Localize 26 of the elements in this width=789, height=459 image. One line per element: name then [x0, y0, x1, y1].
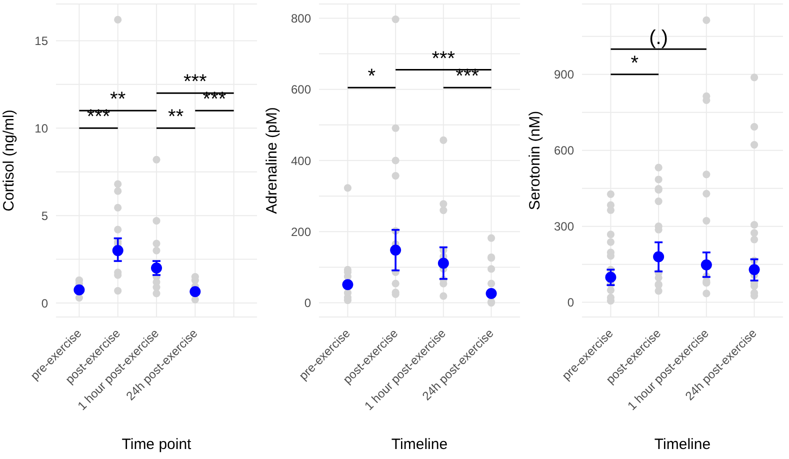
x-axis-title: Timeline [654, 436, 711, 453]
y-tick-label: 0 [304, 296, 312, 310]
annotation: * [368, 66, 376, 88]
x-axis-title: Time point [122, 436, 192, 453]
y-tick-label: 600 [290, 82, 312, 97]
annotation: *** [183, 71, 208, 94]
annotation: * [630, 52, 639, 74]
annotation: ** [110, 88, 126, 111]
y-tick-label: 900 [554, 68, 574, 82]
y-axis-title: Serotonin (nM) [526, 110, 544, 210]
annotation: ** [168, 106, 184, 128]
x-axis-title: Timeline [391, 436, 448, 453]
y-tick-label: 10 [34, 121, 48, 136]
y-tick-label: 800 [290, 11, 312, 26]
y-tick-label: 300 [554, 220, 574, 234]
y-tick-label: 200 [290, 224, 312, 239]
y-axis-title: Adrenaline (pM) [263, 107, 280, 214]
y-tick-label: 600 [554, 144, 574, 158]
y-tick-label: 0 [41, 296, 48, 310]
annotation: *** [432, 48, 456, 70]
y-tick-label: 15 [34, 34, 48, 48]
y-tick-label: 400 [290, 154, 312, 168]
annotation: (.) [649, 27, 668, 50]
y-tick-label: 0 [567, 296, 574, 310]
y-tick-label: 5 [41, 208, 48, 223]
y-axis-title: Cortisol (ng/ml) [0, 110, 18, 212]
